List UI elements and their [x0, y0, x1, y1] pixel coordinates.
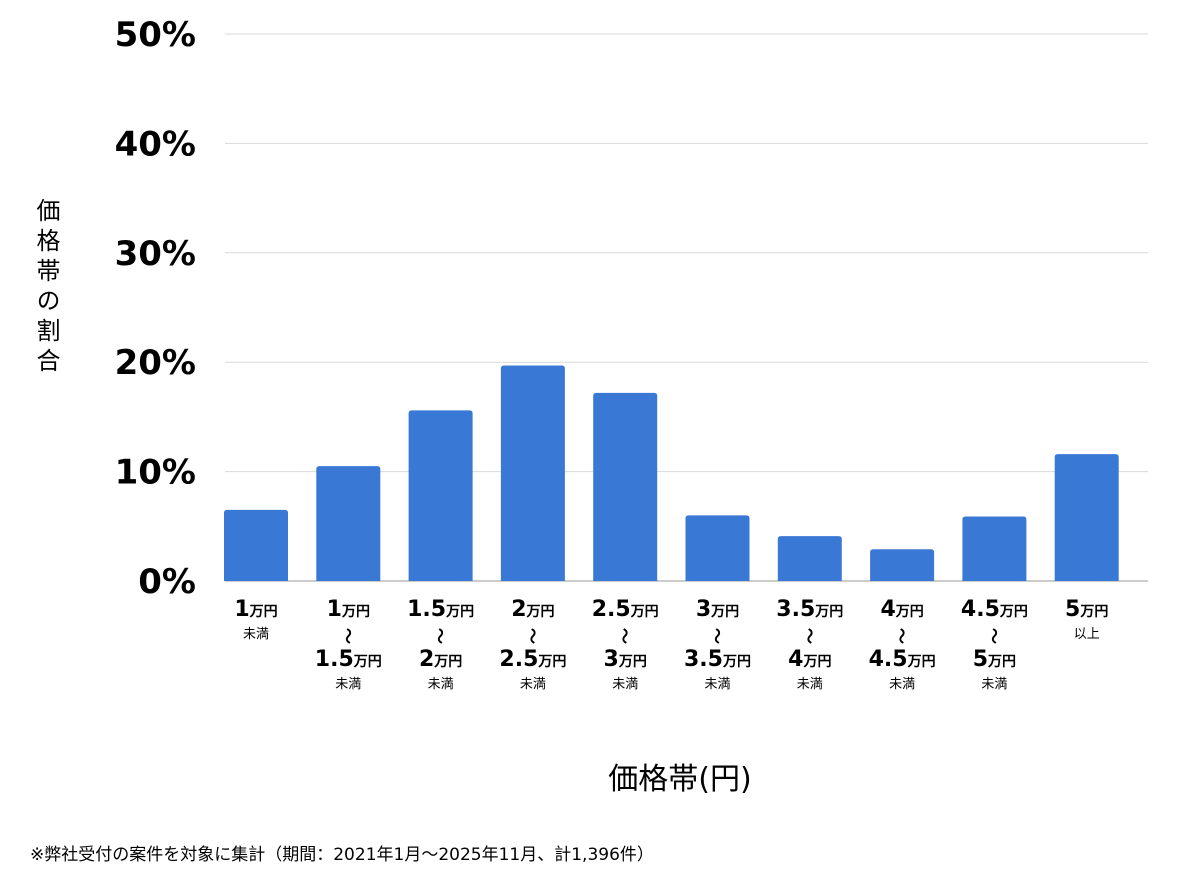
category-price-label: 3.5万円	[684, 647, 751, 672]
category-price-label: 5万円	[1065, 597, 1108, 622]
category-qualifier: 未満	[520, 677, 546, 692]
x-axis-category-labels: 1万円未満1万円〜1.5万円未満1.5万円〜2万円未満2万円〜2.5万円未満2.…	[234, 597, 1108, 692]
category-range-mark: 〜	[708, 628, 727, 644]
category-price-label: 1万円	[234, 597, 277, 622]
category-price-label: 5万円	[973, 647, 1016, 672]
bar	[408, 410, 473, 581]
bar-chart: 0%10%20%30%40%50% 1万円未満1万円〜1.5万円未満1.5万円〜…	[115, 15, 1148, 692]
category-range-mark: 〜	[523, 628, 542, 644]
bar	[870, 549, 935, 581]
category-price-label: 4.5万円	[961, 597, 1028, 622]
category-range-mark: 〜	[892, 628, 911, 644]
category-range-mark: 〜	[338, 628, 357, 644]
bar	[316, 466, 381, 581]
bar	[685, 515, 750, 581]
category-price-label: 2万円	[511, 597, 554, 622]
y-tick-label: 20%	[115, 343, 196, 383]
category-price-label: 4.5万円	[869, 647, 936, 672]
category-qualifier: 未満	[335, 677, 361, 692]
category-price-label: 3万円	[696, 597, 739, 622]
bar	[224, 509, 288, 581]
y-axis-ticks: 0% 10% 20% 30% 40% 50%	[115, 15, 196, 602]
category-qualifier: 未満	[889, 677, 915, 692]
category-price-label: 2万円	[419, 647, 462, 672]
category-range-mark: 〜	[431, 628, 450, 644]
category-price-label: 3万円	[604, 647, 647, 672]
category-qualifier: 未満	[612, 677, 638, 692]
y-tick-label: 40%	[115, 124, 196, 164]
category-range-mark: 〜	[615, 628, 634, 644]
bar	[1054, 454, 1119, 581]
category-price-label: 3.5万円	[776, 597, 843, 622]
category-price-label: 1.5万円	[407, 597, 474, 622]
category-range-mark: 〜	[984, 628, 1003, 644]
y-tick-label: 30%	[115, 234, 196, 274]
category-qualifier: 未満	[704, 677, 730, 692]
y-axis-label: 価格帯の割合	[32, 198, 60, 378]
footnote: ※弊社受付の案件を対象に集計（期間：2021年1月〜2025年11月、計1,39…	[30, 845, 654, 865]
bars	[224, 365, 1119, 581]
y-tick-label: 0%	[138, 562, 196, 602]
category-qualifier: 未満	[243, 627, 269, 642]
bar	[962, 516, 1027, 581]
category-qualifier: 未満	[981, 677, 1007, 692]
category-price-label: 1.5万円	[315, 647, 382, 672]
category-qualifier: 未満	[428, 677, 454, 692]
category-price-label: 2.5万円	[592, 597, 659, 622]
category-price-label: 4万円	[788, 647, 831, 672]
category-qualifier: 以上	[1074, 627, 1100, 642]
category-qualifier: 未満	[797, 677, 823, 692]
y-tick-label: 50%	[115, 15, 196, 55]
category-price-label: 4万円	[880, 597, 923, 622]
bar	[500, 365, 565, 581]
category-price-label: 2.5万円	[499, 647, 566, 672]
category-range-mark: 〜	[800, 628, 819, 644]
y-tick-label: 10%	[115, 453, 196, 493]
bar	[593, 392, 658, 581]
x-axis-label: 価格帯(円)	[608, 762, 752, 797]
category-price-label: 1万円	[327, 597, 370, 622]
bar	[777, 536, 842, 581]
